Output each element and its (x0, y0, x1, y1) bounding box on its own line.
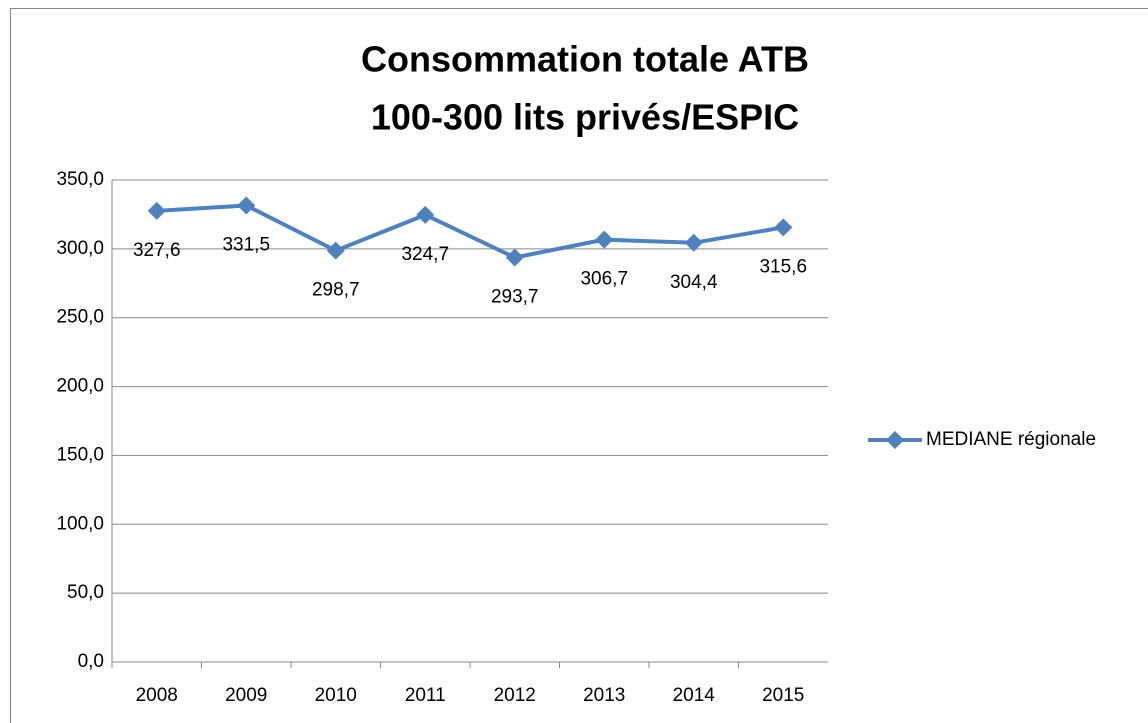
data-label: 327,6 (133, 240, 181, 261)
y-tick-label: 350,0 (56, 169, 104, 190)
marker (684, 233, 703, 252)
marker (326, 241, 345, 260)
data-label: 304,4 (670, 272, 718, 293)
marker (595, 230, 614, 249)
data-label: 306,7 (580, 269, 628, 290)
y-tick-label: 200,0 (56, 376, 104, 397)
legend-label: MEDIANE régionale (926, 429, 1096, 450)
x-tick-label: 2008 (136, 685, 178, 706)
x-tick-label: 2013 (583, 685, 625, 706)
data-label: 315,6 (759, 256, 807, 277)
y-tick-label: 0,0 (78, 651, 104, 672)
chart-title: Consommation totale ATB (361, 39, 809, 80)
x-tick-label: 2009 (225, 685, 267, 706)
marker (147, 201, 166, 220)
chart-title: 100-300 lits privés/ESPIC (371, 97, 799, 138)
data-label: 331,5 (222, 234, 270, 255)
y-tick-label: 100,0 (56, 513, 104, 534)
marker (416, 205, 435, 224)
marker (774, 218, 793, 237)
x-tick-label: 2014 (673, 685, 716, 706)
x-tick-label: 2011 (405, 685, 446, 706)
marker (505, 248, 524, 267)
x-tick-label: 2012 (494, 685, 536, 706)
x-tick-label: 2015 (762, 685, 804, 706)
y-tick-label: 50,0 (67, 582, 104, 603)
y-tick-label: 250,0 (56, 307, 104, 328)
legend-marker (886, 431, 904, 449)
chart-frame (10, 8, 1148, 723)
data-label: 324,7 (401, 244, 449, 265)
y-tick-label: 300,0 (56, 238, 104, 259)
data-label: 293,7 (491, 287, 539, 308)
line (156, 203, 784, 260)
data-label: 298,7 (312, 280, 360, 301)
marker (237, 196, 256, 215)
y-tick-label: 150,0 (56, 444, 104, 465)
x-tick-label: 2010 (315, 685, 357, 706)
